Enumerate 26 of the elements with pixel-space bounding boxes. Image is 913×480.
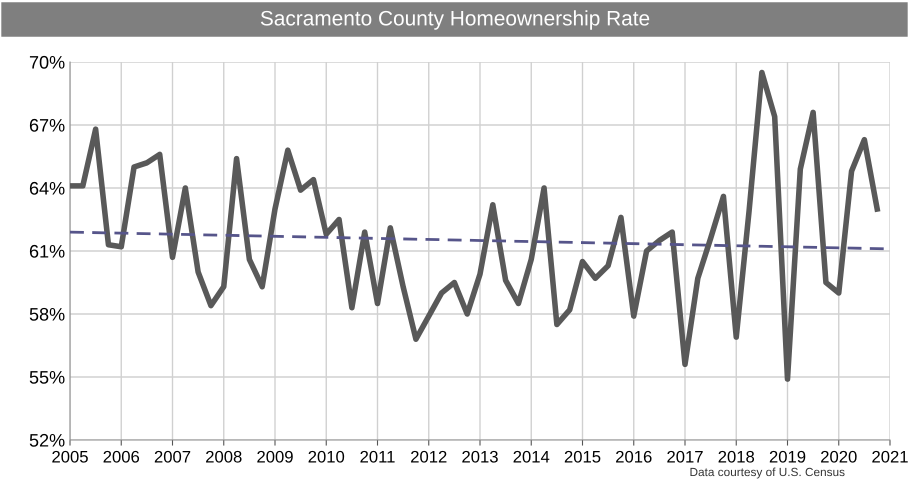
x-tick-label: 2019 bbox=[770, 450, 806, 463]
x-tick-label: 2009 bbox=[257, 450, 293, 463]
x-tick-label: 2015 bbox=[564, 450, 600, 463]
y-tick-label: 70% bbox=[30, 56, 64, 69]
y-tick-label: 67% bbox=[30, 118, 64, 132]
x-tick-label: 2021 bbox=[872, 450, 908, 463]
y-tick-label: 58% bbox=[30, 308, 64, 321]
y-tick-label: 55% bbox=[30, 371, 64, 384]
x-tick-label: 2007 bbox=[154, 450, 190, 463]
x-tick-label: 2006 bbox=[104, 450, 140, 463]
x-tick-label: 2014 bbox=[514, 450, 550, 463]
x-tick-label: 2008 bbox=[206, 450, 242, 463]
x-tick-label: 2020 bbox=[821, 450, 857, 463]
chart-title: Sacramento County Homeownership Rate bbox=[260, 10, 650, 30]
y-tick-label: 61% bbox=[30, 244, 64, 258]
x-tick-label: 2017 bbox=[667, 450, 703, 463]
y-tick-label: 64% bbox=[30, 182, 64, 195]
x-tick-label: 2016 bbox=[616, 450, 652, 463]
x-tick-label: 2018 bbox=[718, 450, 754, 463]
text: Data courtesy of U.S. Census bbox=[690, 468, 845, 479]
x-tick-label: 2013 bbox=[462, 450, 498, 463]
x-tick-label: 2011 bbox=[360, 450, 395, 463]
x-tick-label: 2010 bbox=[308, 450, 344, 463]
y-tick-label: 52% bbox=[30, 434, 64, 447]
x-tick-label: 2012 bbox=[411, 450, 446, 463]
x-tick-label: 2005 bbox=[52, 450, 88, 463]
